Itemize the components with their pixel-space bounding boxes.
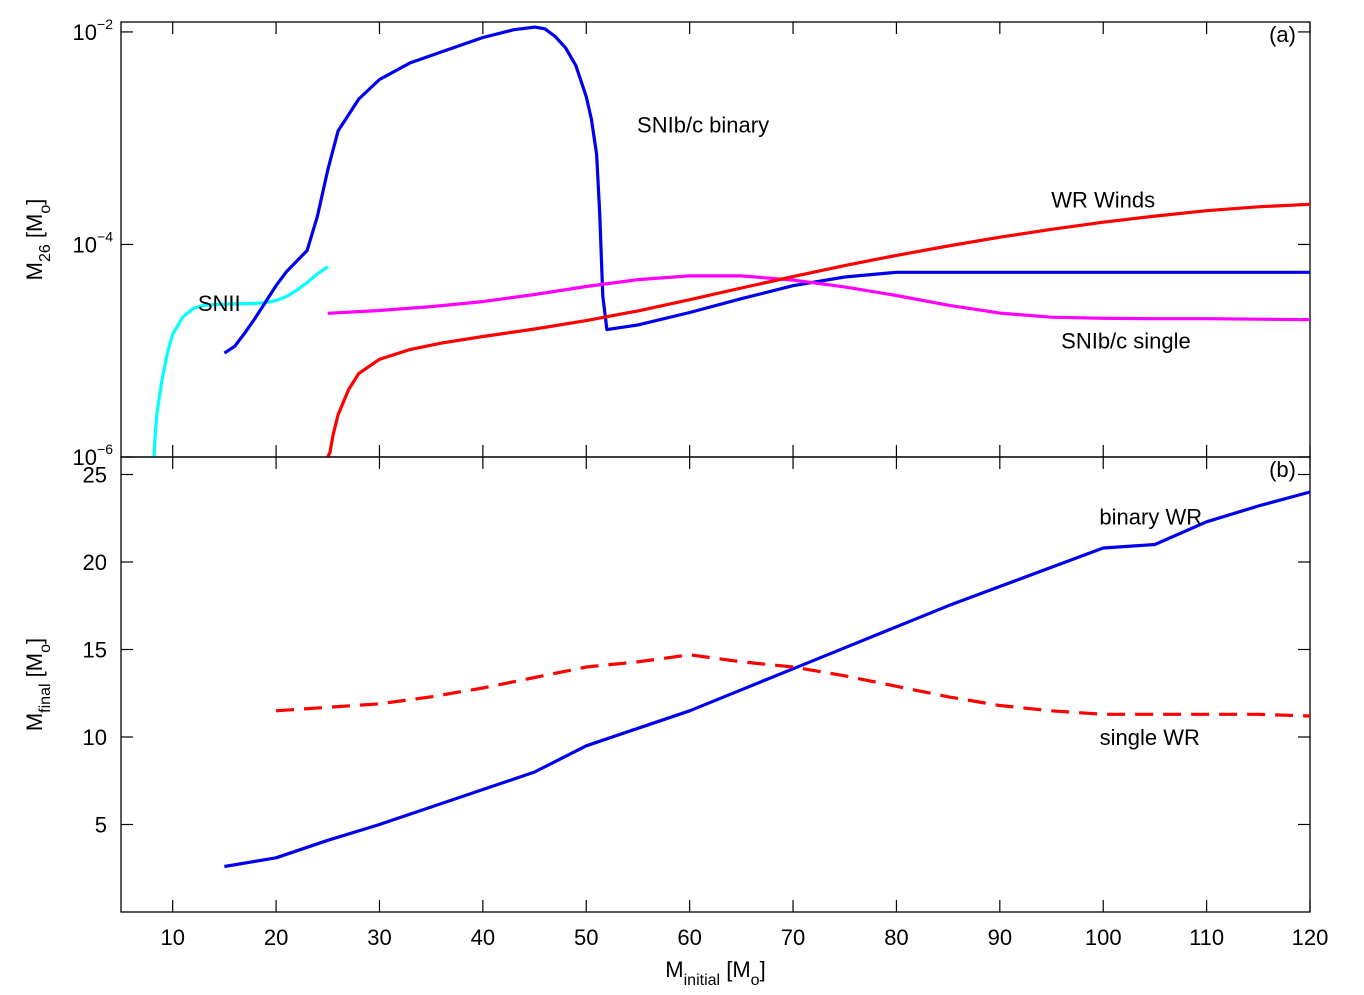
x-tick-label: 30 [367, 925, 391, 950]
y-tick-label-b: 25 [83, 463, 107, 488]
x-tick-label: 50 [574, 925, 598, 950]
annotation-snib-c-single: SNIb/c single [1061, 328, 1191, 353]
panel-b: 5 10 15 20 25 binary WR single WR (b) Mfinal [Mo… [22, 456, 1329, 989]
series-line-binary-wr [224, 490, 1311, 869]
annotation-binary-wr: binary WR [1099, 505, 1202, 530]
axes-frame-b [120, 456, 1311, 913]
y-tick-label-b: 5 [95, 813, 107, 838]
x-tick-label: 10 [160, 925, 184, 950]
series-line-snii [152, 265, 329, 458]
y-tick-label-a: 10−2 [73, 16, 114, 45]
panel-label-b: (b) [1269, 457, 1296, 482]
x-tick-label: 80 [884, 925, 908, 950]
y-tick-label-a: 10−6 [73, 441, 114, 470]
panel-a: 10−6 10−4 10−2 SNII SNIb/c binary WR Winds SNI… [22, 16, 1311, 470]
annotation-single-wr: single WR [1100, 725, 1200, 750]
y-tick-label-a: 10−4 [73, 228, 114, 257]
annotation-wr-winds: WR Winds [1051, 187, 1155, 212]
x-tick-label: 20 [264, 925, 288, 950]
y-tick-label-b: 20 [83, 550, 107, 575]
x-tick-label: 100 [1085, 925, 1122, 950]
y-tick-label-b: 10 [83, 725, 107, 750]
y-tick-label-b: 15 [83, 638, 107, 663]
panel-label-a: (a) [1269, 22, 1296, 47]
x-tick-label: 70 [781, 925, 805, 950]
series-line-wr-winds [326, 202, 1311, 458]
y-axis-label-a: M26 [Mo] [22, 199, 54, 281]
x-tick-label: 120 [1292, 925, 1329, 950]
x-tick-label: 90 [988, 925, 1012, 950]
x-tick-label: 110 [1189, 925, 1224, 950]
series-line-snib-c-single [327, 274, 1311, 322]
annotation-snib-c-binary: SNIb/c binary [637, 112, 769, 137]
series-line-single-wr [275, 653, 1311, 718]
y-axis-label-b: Mfinal [Mo] [22, 638, 54, 731]
x-axis-label: Minitial [Mo] [665, 957, 765, 989]
x-tick-label: 60 [677, 925, 701, 950]
annotation-snii: SNII [198, 291, 241, 316]
x-tick-label: 40 [471, 925, 495, 950]
series-line-snib-c-binary [223, 25, 1310, 355]
